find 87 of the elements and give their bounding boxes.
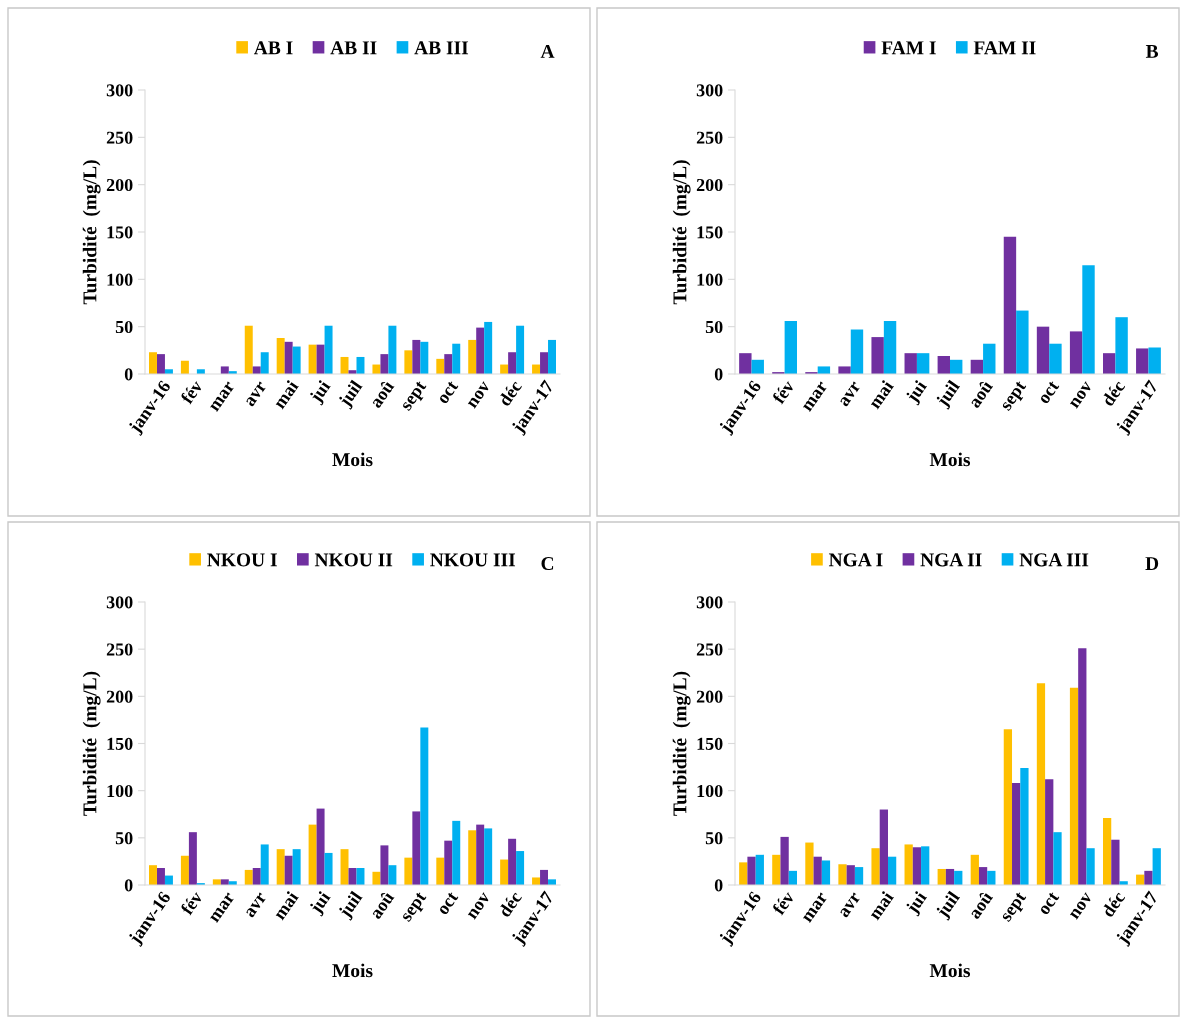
y-tick-label: 100 <box>697 273 723 286</box>
legend-label: NKOU III <box>430 553 516 567</box>
y-axis-title: Turbidité (mg/L) <box>672 160 691 305</box>
x-tick-label: mai <box>867 379 895 410</box>
x-tick-label: fév <box>771 378 796 405</box>
y-tick-label: 50 <box>705 832 723 845</box>
y-tick-label: 100 <box>107 784 133 798</box>
y-tick-label: 250 <box>696 131 723 144</box>
legend-label: NKOU I <box>207 553 277 567</box>
x-tick-label: sept <box>1000 380 1030 414</box>
x-tick-label: avr <box>839 892 861 919</box>
y-tick-label: 150 <box>697 226 723 239</box>
y-tick-label: 150 <box>697 737 723 750</box>
y-tick-label: 150 <box>107 737 133 750</box>
x-tick-label: juil <box>337 379 366 410</box>
legend-label: FAM I <box>881 41 936 55</box>
x-tick-label: nov <box>1069 892 1093 920</box>
x-tick-label: jui <box>308 379 334 406</box>
y-axis-title: Turbidité (mg/L) <box>672 671 691 816</box>
x-axis-title: Mois <box>929 963 971 978</box>
y-tick-label: 300 <box>696 596 723 609</box>
y-tick-label: 150 <box>107 226 133 239</box>
y-tick-label: 50 <box>115 832 133 845</box>
x-tick-label: oct <box>437 891 459 916</box>
x-tick-label: avr <box>839 381 861 408</box>
x-tick-label: fév <box>771 889 796 916</box>
legend-label: NKOU II <box>314 553 393 567</box>
y-tick-label: 250 <box>106 131 133 144</box>
y-tick-label: 0 <box>714 368 723 381</box>
x-tick-label: juil <box>934 379 964 410</box>
y-tick-label: 0 <box>124 368 133 381</box>
y-tick-label: 200 <box>696 690 723 703</box>
x-tick-label: fév <box>179 378 204 405</box>
y-tick-label: 50 <box>705 320 723 334</box>
x-tick-label: aoû <box>967 890 994 920</box>
x-tick-label: oct <box>1038 891 1060 916</box>
legend-label: NGA I <box>828 553 883 567</box>
x-tick-label: sept <box>400 380 430 414</box>
y-tick-label: 250 <box>106 643 133 656</box>
x-tick-label: avr <box>245 381 267 408</box>
x-tick-label: aoû <box>368 379 395 409</box>
x-tick-label: juil <box>337 890 366 921</box>
x-tick-label: fév <box>179 889 204 916</box>
x-tick-label: mai <box>272 379 299 410</box>
x-tick-label: nov <box>1069 381 1093 409</box>
text: D <box>1145 557 1159 570</box>
x-tick-label: juil <box>934 890 964 921</box>
y-tick-label: 0 <box>124 879 133 892</box>
x-axis-title: Mois <box>332 452 373 467</box>
y-tick-label: 50 <box>115 320 133 334</box>
y-axis-title: Turbidité (mg/L) <box>82 160 101 305</box>
text: C <box>541 557 554 571</box>
y-tick-label: 200 <box>106 178 133 192</box>
legend-label: NGA II <box>920 553 982 567</box>
legend-label: FAM II <box>973 41 1036 55</box>
x-tick-label: mai <box>867 890 895 921</box>
y-tick-label: 300 <box>106 84 133 97</box>
y-tick-label: 300 <box>696 84 723 97</box>
y-axis-title: Turbidité (mg/L) <box>82 671 101 816</box>
y-tick-label: 250 <box>696 643 723 656</box>
x-tick-label: mai <box>272 890 299 921</box>
y-tick-label: 200 <box>106 690 133 703</box>
x-tick-label: jui <box>904 890 931 917</box>
legend-label: AB III <box>414 41 469 55</box>
x-tick-label: nov <box>467 381 491 409</box>
x-tick-label: jui <box>904 379 931 406</box>
x-tick-label: oct <box>437 380 459 405</box>
text: A <box>540 44 555 58</box>
y-tick-label: 0 <box>714 879 723 892</box>
x-tick-label: nov <box>467 892 491 920</box>
x-tick-label: aoû <box>967 379 994 409</box>
x-tick-label: jui <box>308 890 334 917</box>
x-tick-label: aoû <box>368 890 395 920</box>
y-tick-label: 300 <box>106 596 133 609</box>
y-tick-label: 200 <box>696 178 723 192</box>
x-tick-label: sept <box>1000 891 1030 925</box>
x-tick-label: avr <box>245 892 267 919</box>
x-axis-title: Mois <box>332 963 373 978</box>
y-tick-label: 100 <box>107 273 133 286</box>
y-tick-label: 100 <box>697 784 723 798</box>
text: B <box>1145 45 1159 58</box>
x-tick-label: oct <box>1038 380 1060 405</box>
x-tick-label: sept <box>400 891 430 925</box>
x-axis-title: Mois <box>929 452 971 467</box>
legend-label: AB I <box>253 41 293 55</box>
legend-label: NGA III <box>1019 553 1089 567</box>
legend-label: AB II <box>330 41 377 55</box>
